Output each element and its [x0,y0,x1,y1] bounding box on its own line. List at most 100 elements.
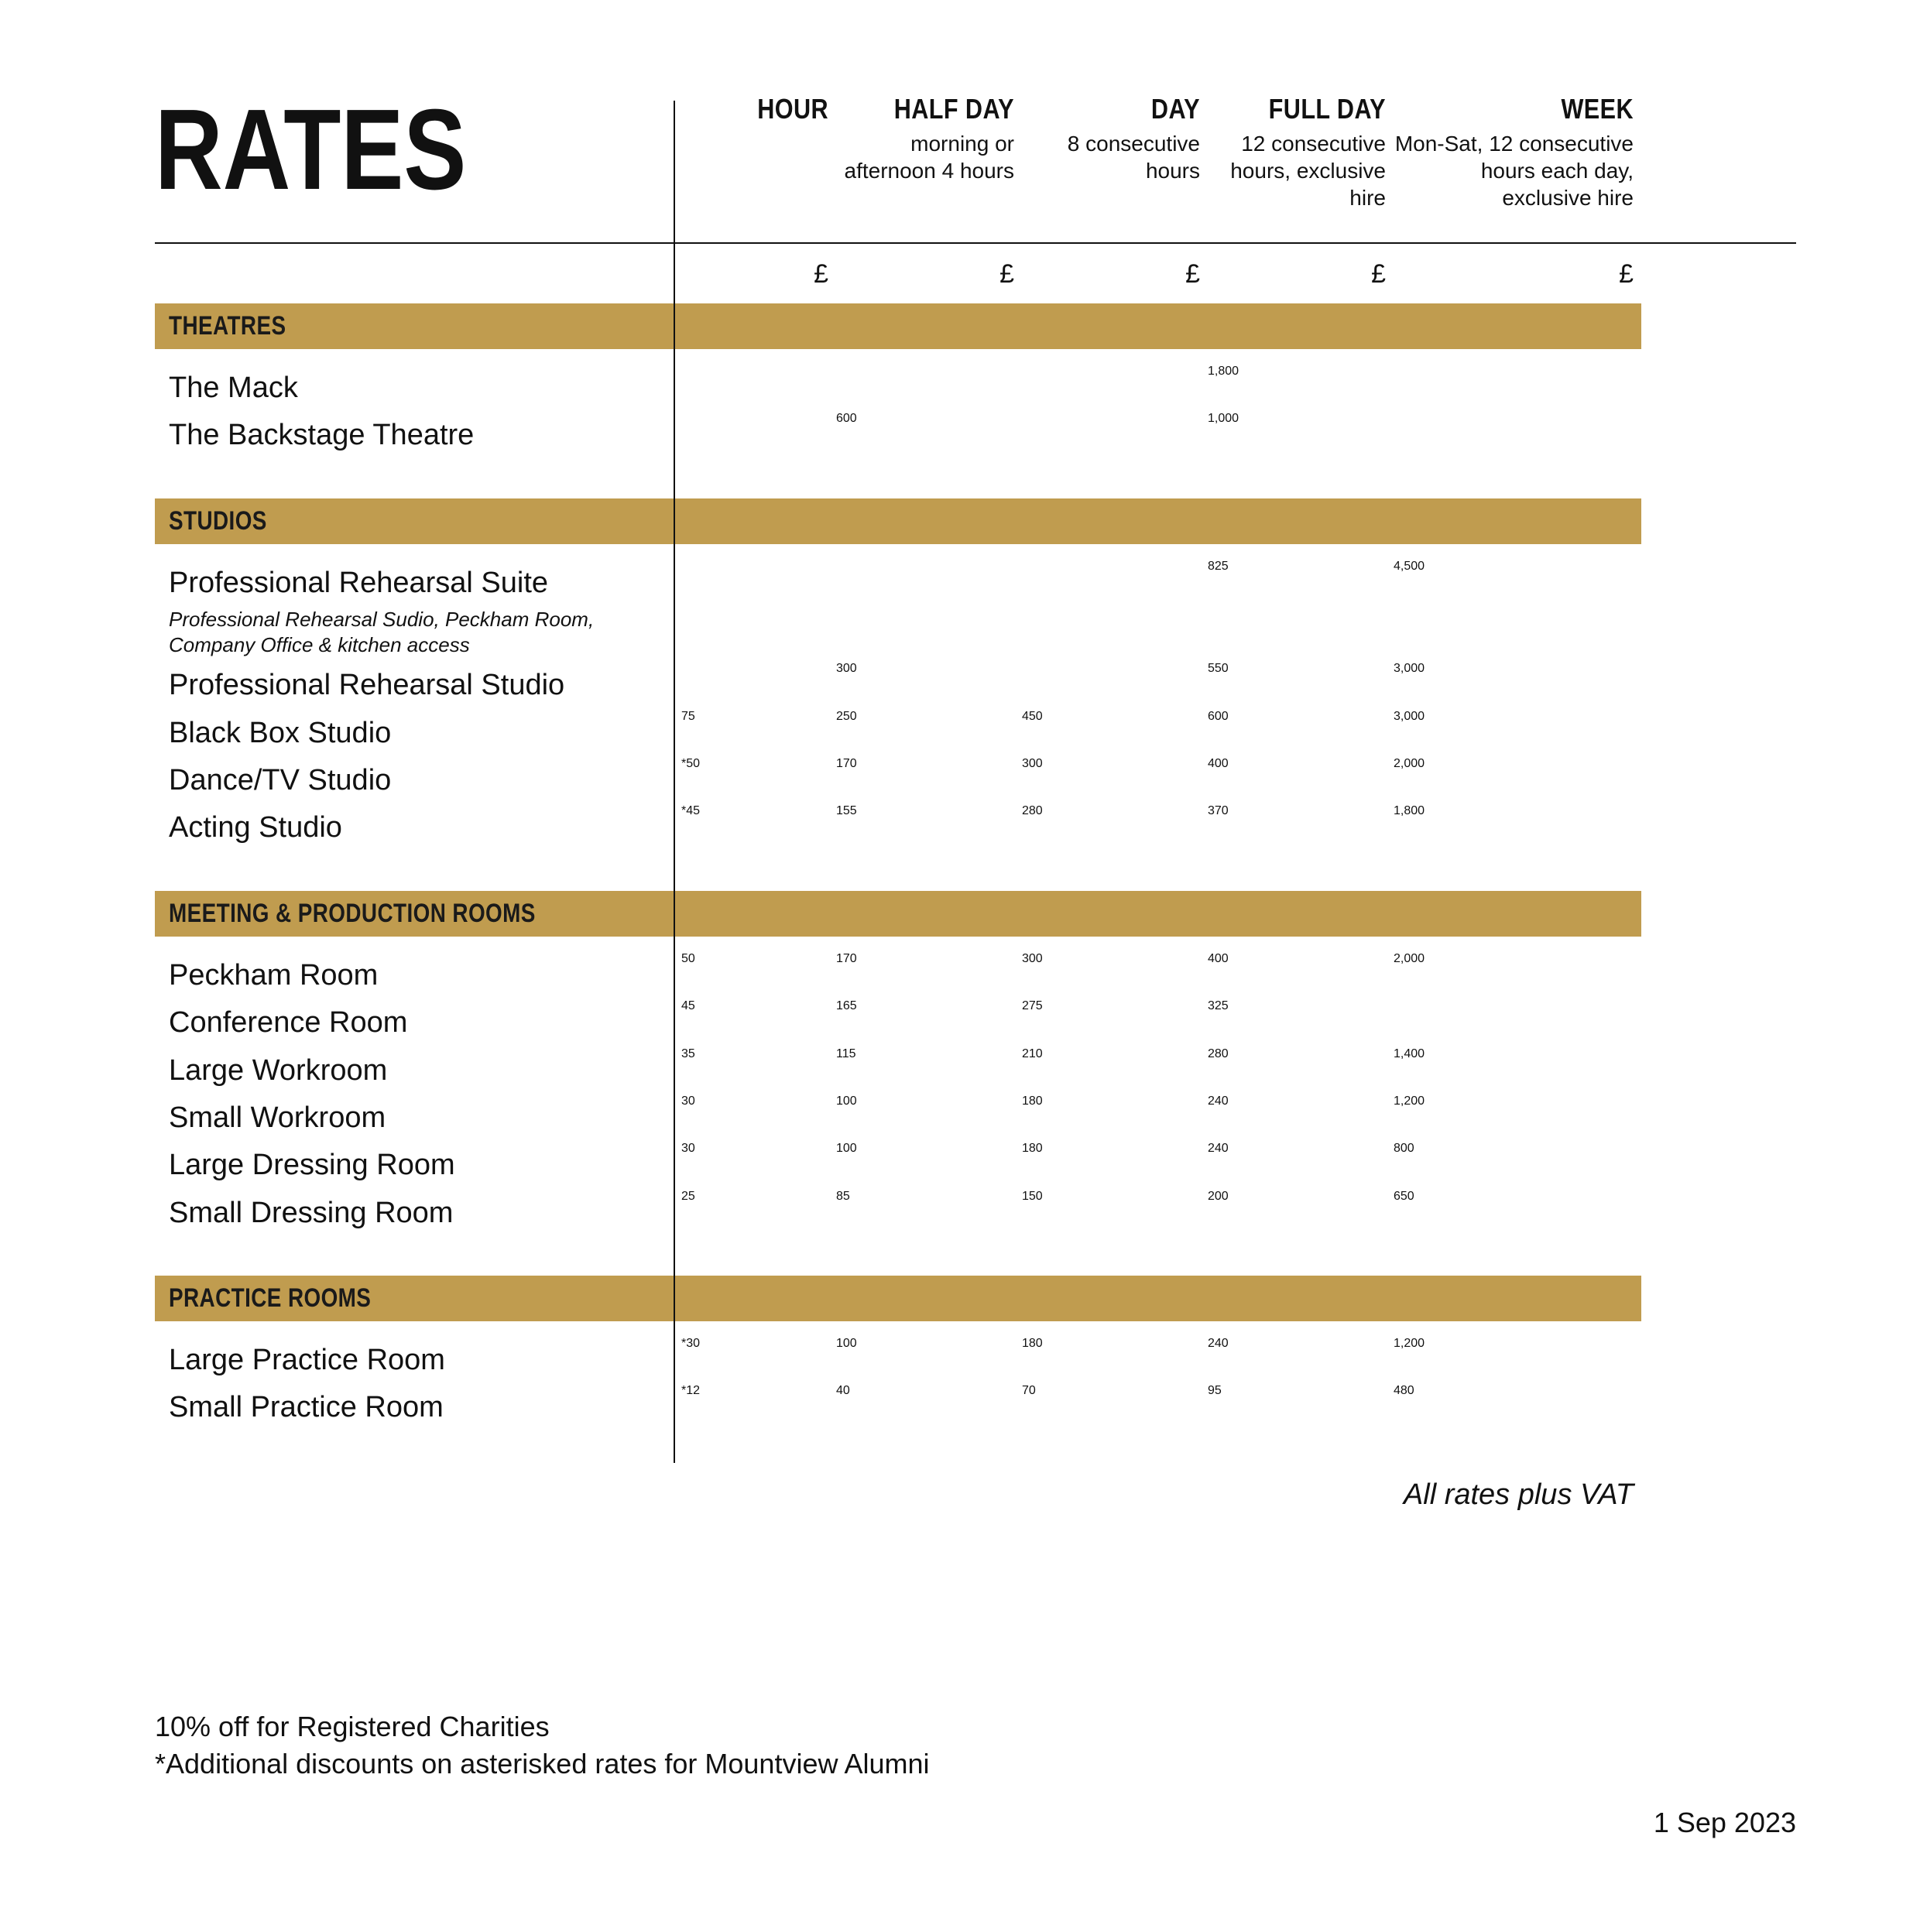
row-label-cell: The Mack [155,365,681,412]
vertical-divider [674,101,675,1463]
rate-cell: 300 [1022,952,1208,966]
rate-cell: *30 [681,1337,836,1351]
gap [155,211,1796,242]
rate-cell: 40 [836,1384,1022,1398]
rate-cell: 1,200 [1394,1337,1641,1351]
rate-cell: 1,800 [1394,804,1641,818]
col-head-day-sub: 8 consecutive hours [1022,130,1200,184]
currency-halfday: £ [836,244,1022,303]
rate-cell: 240 [1208,1337,1394,1351]
rate-cell: 100 [836,1142,1022,1156]
rates-page: RATES HOUR HALF DAY morning or afternoon… [0,0,1920,1932]
col-head-halfday-label: HALF DAY [863,93,1015,125]
row-label-cell: Small Practice Room [155,1384,681,1431]
spacer [155,460,1641,498]
row-label-cell: Large Dressing Room [155,1142,681,1189]
vat-note: All rates plus VAT [155,1471,1641,1512]
rate-cell: 400 [1208,757,1394,771]
section-title: STUDIOS [169,506,267,536]
row-label-cell: Peckham Room [155,952,681,999]
rate-cell: 35 [681,1047,836,1061]
rate-cell: 550 [1208,662,1394,676]
rate-cell: 180 [1022,1094,1208,1108]
rate-cell: 2,000 [1394,952,1641,966]
row-label-cell: Black Box Studio [155,710,681,757]
rate-cell: 25 [681,1190,836,1204]
rate-cell: 170 [836,952,1022,966]
col-head-fullday: FULL DAY 12 consecutive hours, exclusive… [1208,93,1394,211]
currency-week: £ [1394,244,1641,303]
rate-cell: 210 [1022,1047,1208,1061]
rate-cell: 450 [1022,710,1208,724]
rate-cell: 1,000 [1208,412,1394,426]
row-label: The Backstage Theatre [155,412,681,459]
rate-cell: 280 [1208,1047,1394,1061]
rate-cell: 1,800 [1208,365,1394,379]
rate-cell: 1,200 [1394,1094,1641,1108]
col-head-week-sub: Mon-Sat, 12 consecutive hours each day, … [1394,130,1634,211]
rate-cell: 165 [836,999,1022,1013]
spacer [155,1321,1641,1337]
row-label: Professional Rehearsal Studio [155,662,681,709]
rate-cell: 85 [836,1190,1022,1204]
footer-note-1: 10% off for Registered Charities [155,1708,1796,1746]
rate-cell: 170 [836,757,1022,771]
rate-cell: 70 [1022,1384,1208,1398]
row-label: Professional Rehearsal Suite [155,560,681,607]
rate-cell: *45 [681,804,836,818]
footer-notes: 10% off for Registered Charities *Additi… [155,1708,1796,1783]
rate-cell: 4,500 [1394,560,1641,574]
row-label-cell: Acting Studio [155,804,681,851]
col-head-day: DAY 8 consecutive hours [1022,93,1208,184]
rate-cell: 250 [836,710,1022,724]
rate-cell: 50 [681,952,836,966]
rate-cell: 30 [681,1094,836,1108]
rate-cell: 800 [1394,1142,1641,1156]
row-label: Peckham Room [155,952,681,999]
currency-row: £ £ £ £ £ [155,244,1796,303]
rate-cell: 825 [1208,560,1394,574]
row-label-cell: Conference Room [155,999,681,1046]
rate-cell: 240 [1208,1094,1394,1108]
rate-cell: 480 [1394,1384,1641,1398]
rate-cell: *50 [681,757,836,771]
rate-cell: 275 [1022,999,1208,1013]
rate-cell: 370 [1208,804,1394,818]
rate-cell: 200 [1208,1190,1394,1204]
col-head-fullday-label: FULL DAY [1235,93,1387,125]
row-label: Large Workroom [155,1047,681,1094]
row-sublabel: Professional Rehearsal Sudio, Peckham Ro… [155,607,681,662]
row-label-cell: Large Workroom [155,1047,681,1094]
rate-cell: 400 [1208,952,1394,966]
section-title: THEATRES [169,311,286,341]
rate-cell: 600 [836,412,1022,426]
footer-note-2: *Additional discounts on asterisked rate… [155,1745,1796,1783]
row-label: Dance/TV Studio [155,757,681,804]
rate-cell: 180 [1022,1337,1208,1351]
spacer [155,852,1641,891]
rate-cell: 115 [836,1047,1022,1061]
row-label: Small Practice Room [155,1384,681,1431]
rate-cell: 95 [1208,1384,1394,1398]
row-label-cell: The Backstage Theatre [155,412,681,459]
row-label: Black Box Studio [155,710,681,757]
rate-cell: 325 [1208,999,1394,1013]
row-label: Acting Studio [155,804,681,851]
section-title: MEETING & PRODUCTION ROOMS [169,899,536,929]
spacer [155,349,1641,365]
rate-cell: 75 [681,710,836,724]
footer: 10% off for Registered Charities *Additi… [155,1708,1796,1839]
row-label-cell: Small Dressing Room [155,1190,681,1237]
section-bar: PRACTICE ROOMS [155,1276,1641,1321]
rate-cell: *12 [681,1384,836,1398]
rate-cell: 300 [1022,757,1208,771]
rate-cell: 300 [836,662,1022,676]
rate-cell: 2,000 [1394,757,1641,771]
section-bar: STUDIOS [155,498,1641,544]
col-head-hour-label: HOUR [704,93,829,125]
rate-cell: 150 [1022,1190,1208,1204]
rate-cell: 1,400 [1394,1047,1641,1061]
section-bar: MEETING & PRODUCTION ROOMS [155,891,1641,937]
col-head-week-label: WEEK [1430,93,1634,125]
col-head-day-label: DAY [1049,93,1201,125]
